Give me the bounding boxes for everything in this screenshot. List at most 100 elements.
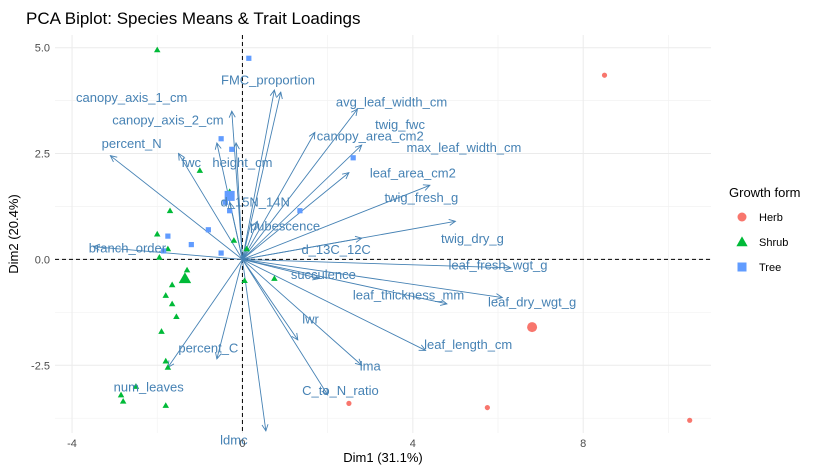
data-point-shrub [166, 207, 174, 214]
data-point-herb [601, 72, 608, 78]
y-tick-label: 0.0 [35, 254, 50, 266]
data-point-shrub [119, 397, 127, 404]
legend-label-tree: Tree [759, 262, 781, 274]
data-point-tree [165, 233, 171, 239]
data-point-tree [188, 241, 194, 248]
data-point-shrub [230, 237, 238, 243]
loading-label-leaf-length-cm: leaf_length_cm [424, 337, 512, 352]
loading-arrows [92, 89, 512, 432]
loading-arrow-fmc-proportion [241, 89, 277, 260]
loading-label-succulence: succulence [291, 267, 356, 282]
data-point-tree [205, 227, 211, 233]
series-herb [346, 72, 693, 423]
species-points [117, 46, 693, 423]
data-point-tree [222, 199, 228, 205]
data-point-shrub [162, 292, 170, 298]
legend-key-tree [737, 262, 747, 272]
legend-item-shrub: Shrub [736, 236, 788, 249]
loading-arrow-leaf-area-cm2 [242, 171, 350, 260]
x-axis-title: Dim1 (31.1%) [343, 450, 422, 465]
legend-title: Growth form [729, 185, 801, 200]
data-point-tree [161, 248, 167, 254]
loading-label-lma: lma [360, 358, 382, 373]
loading-label-leaf-area-cm2: leaf_area_cm2 [370, 166, 456, 181]
loading-label-branch-order: branch_order [89, 241, 167, 256]
loading-arrow-leaf-thickness-mm [242, 258, 448, 306]
data-point-shrub [168, 281, 176, 288]
x-tick-label: 8 [580, 438, 586, 450]
data-point-tree [218, 250, 224, 256]
data-point-shrub [162, 402, 170, 408]
data-point-shrub [164, 364, 172, 370]
loading-label-leaf-dry-wgt-g: leaf_dry_wgt_g [488, 295, 576, 310]
loading-label-leaf-thickness-mm: leaf_thickness_mm [353, 288, 464, 303]
legend-label-herb: Herb [759, 212, 783, 224]
loading-label-num-leaves: num_leaves [114, 379, 185, 394]
x-tick-label: 4 [410, 438, 416, 450]
data-point-shrub [168, 300, 176, 307]
loading-label-canopy-area-cm2: canopy_area_cm2 [317, 128, 424, 143]
loading-label-twig-fwc: twig_fwc [375, 117, 425, 132]
chart-title: PCA Biplot: Species Means & Trait Loadin… [26, 9, 361, 28]
centroid-tree [224, 190, 235, 201]
loading-arrow-twig-fwc [242, 108, 359, 260]
loading-arrow-avg-leaf-width-cm [241, 91, 283, 260]
loading-label-percent-c: percent_C [178, 340, 238, 355]
x-tick-label: 0 [239, 438, 245, 450]
loading-label-d-15n-14n: d_15N_14N [221, 194, 290, 209]
loading-arrow-branch-order [92, 243, 243, 260]
data-point-tree [297, 208, 303, 214]
legend-key-shrub [736, 236, 748, 247]
loading-arrow-percent-c [215, 259, 243, 360]
y-tick-label: -2.5 [31, 360, 50, 372]
loading-label-canopy-axis-1-cm: canopy_axis_1_cm [76, 90, 187, 105]
x-tick-label: -4 [67, 438, 77, 450]
loading-arrow-twig-fresh-g [242, 184, 431, 260]
loading-label-height-cm: height_cm [212, 155, 272, 170]
loading-label-ldmc: ldmc [220, 432, 248, 447]
loading-arrow-canopy-area-cm2 [242, 131, 316, 260]
data-point-shrub [158, 328, 165, 334]
data-point-tree [227, 208, 233, 214]
legend-item-tree: Tree [737, 262, 781, 274]
data-point-shrub [241, 277, 248, 284]
data-point-tree [218, 136, 224, 142]
data-point-shrub [162, 357, 170, 364]
legend-item-herb: Herb [737, 212, 783, 224]
loading-label-twig-fresh-g: twig_fresh_g [384, 190, 458, 205]
loading-arrow-d-13c-12c [242, 235, 363, 260]
reference-lines [55, 35, 711, 433]
data-point-tree [350, 155, 356, 161]
axis-ticks: -4 0 4 8 -2.5 0.0 2.5 5.0 [31, 43, 586, 450]
loading-label-lwr: lwr [302, 312, 319, 327]
loading-arrow-ldmc [241, 259, 269, 432]
legend-label-shrub: Shrub [759, 237, 788, 249]
loading-arrow-c-to-n-ratio [242, 259, 329, 396]
loading-arrow-max-leaf-width-cm [242, 144, 363, 260]
loading-label-max-leaf-width-cm: max_leaf_width_cm [406, 140, 521, 155]
legend: Growth form Herb Shrub Tree [729, 185, 801, 274]
data-point-shrub [243, 245, 250, 252]
data-point-shrub [117, 391, 125, 398]
loading-label-percent-n: percent_N [102, 136, 162, 151]
centroid-herb [527, 322, 538, 333]
data-point-shrub [153, 230, 161, 237]
loading-arrow-leaf-fresh-wgt-g [242, 258, 512, 272]
data-point-shrub [153, 46, 161, 53]
legend-items: Herb Shrub Tree [736, 212, 788, 274]
loading-label-twig-dry-g: twig_dry_g [441, 231, 504, 246]
data-point-shrub [164, 245, 172, 252]
data-point-shrub [196, 167, 204, 173]
loading-arrow-leaf-length-cm [242, 259, 427, 351]
data-point-shrub [132, 383, 140, 389]
data-point-shrub [173, 313, 180, 320]
y-tick-label: 2.5 [35, 149, 50, 161]
loading-arrow-pubescence [242, 220, 259, 260]
loading-label-leaf-fresh-wgt-g: leaf_fresh_wgt_g [449, 257, 548, 272]
data-point-herb [687, 417, 693, 423]
data-point-shrub [183, 266, 191, 273]
loading-label-d-13c-12c: d_13C_12C [301, 242, 370, 257]
data-point-herb [484, 404, 490, 411]
loading-labels: FMC_proportion avg_leaf_width_cm canopy_ax… [76, 72, 576, 447]
